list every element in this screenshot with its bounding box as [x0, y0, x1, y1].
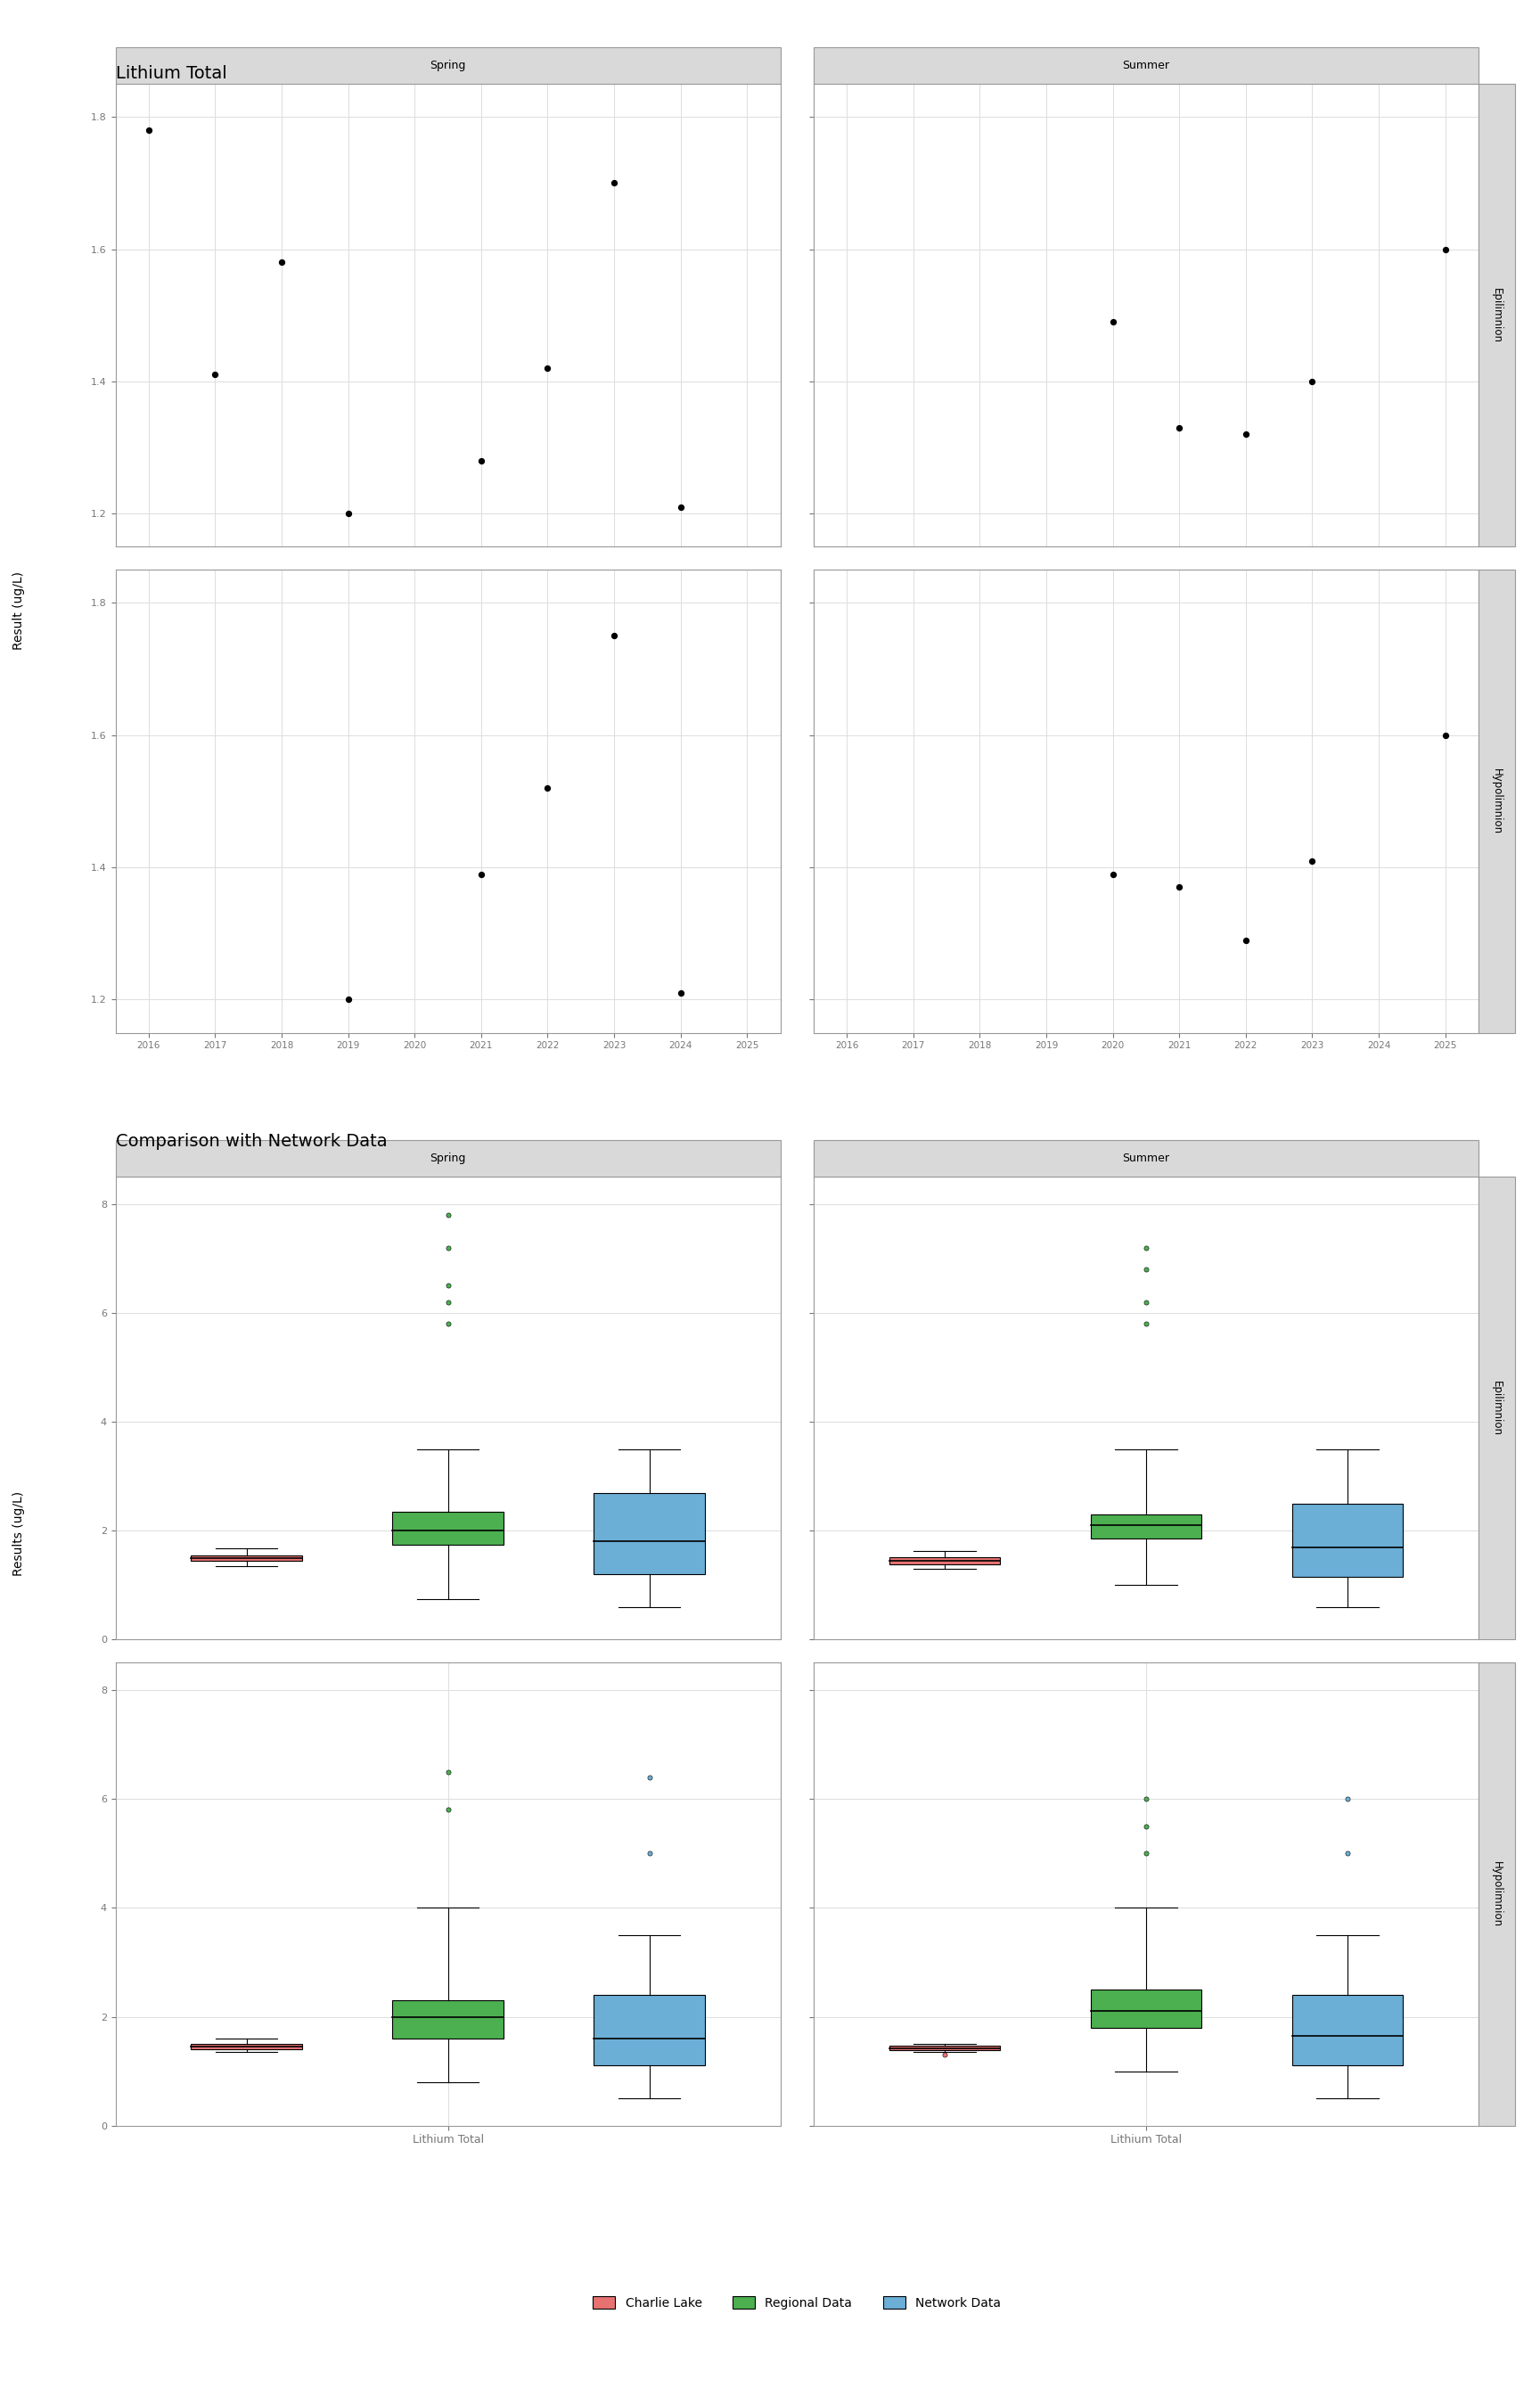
Point: [1133, 1229, 1158, 1267]
Bar: [191, 2044, 302, 2049]
Point: [270, 244, 294, 283]
Point: [1167, 410, 1192, 448]
Point: [1133, 1306, 1158, 1344]
Bar: [594, 1996, 705, 2065]
Bar: [1292, 1505, 1403, 1577]
Bar: [191, 1555, 302, 1560]
Point: [1101, 855, 1126, 894]
Text: Epilimnion: Epilimnion: [1491, 288, 1503, 343]
Text: Summer: Summer: [1123, 60, 1169, 72]
FancyBboxPatch shape: [813, 48, 1478, 84]
Point: [1133, 1835, 1158, 1874]
Bar: [393, 2001, 504, 2039]
Point: [468, 855, 493, 894]
Text: Comparison with Network Data: Comparison with Network Data: [116, 1133, 387, 1150]
Point: [468, 441, 493, 479]
Point: [638, 1759, 662, 1797]
Point: [536, 769, 561, 807]
Point: [336, 980, 360, 1018]
FancyBboxPatch shape: [1478, 570, 1515, 1033]
FancyBboxPatch shape: [813, 1140, 1478, 1176]
Point: [1234, 415, 1258, 453]
Legend: Charlie Lake, Regional Data, Network Data: Charlie Lake, Regional Data, Network Dat…: [588, 2291, 1006, 2315]
Point: [1300, 362, 1324, 400]
Text: Hypolimnion: Hypolimnion: [1491, 769, 1503, 834]
Text: Hypolimnion: Hypolimnion: [1491, 1862, 1503, 1926]
Point: [536, 350, 561, 388]
Point: [602, 163, 627, 201]
Point: [1101, 302, 1126, 340]
FancyBboxPatch shape: [1478, 1176, 1515, 1639]
Point: [1133, 1251, 1158, 1289]
Text: Result (ug/L): Result (ug/L): [12, 573, 25, 649]
Bar: [1292, 1996, 1403, 2065]
Text: Spring: Spring: [430, 60, 467, 72]
Point: [436, 1267, 460, 1306]
Point: [668, 973, 693, 1011]
Text: Epilimnion: Epilimnion: [1491, 1380, 1503, 1435]
Point: [336, 494, 360, 532]
Point: [436, 1229, 460, 1267]
Point: [1133, 1780, 1158, 1819]
Point: [436, 1790, 460, 1828]
Point: [602, 616, 627, 654]
FancyBboxPatch shape: [116, 48, 781, 84]
Bar: [1090, 1514, 1201, 1538]
Point: [1300, 841, 1324, 879]
Text: Spring: Spring: [430, 1152, 467, 1164]
FancyBboxPatch shape: [116, 1140, 781, 1176]
Text: Results (ug/L): Results (ug/L): [12, 1490, 25, 1577]
Point: [1133, 1282, 1158, 1320]
Point: [1432, 230, 1457, 268]
Point: [436, 1196, 460, 1234]
Point: [1133, 1807, 1158, 1845]
Point: [932, 2037, 956, 2075]
Point: [203, 355, 228, 393]
Point: [638, 1835, 662, 1874]
Point: [436, 1306, 460, 1344]
Bar: [889, 2046, 999, 2051]
Point: [436, 1282, 460, 1320]
Point: [137, 110, 162, 149]
Point: [668, 489, 693, 527]
FancyBboxPatch shape: [1478, 84, 1515, 546]
FancyBboxPatch shape: [1478, 1663, 1515, 2125]
Point: [1432, 716, 1457, 755]
Text: Summer: Summer: [1123, 1152, 1169, 1164]
Bar: [393, 1512, 504, 1545]
Bar: [889, 1557, 999, 1565]
Point: [1335, 1780, 1360, 1819]
Text: Lithium Total: Lithium Total: [116, 65, 226, 81]
Point: [1234, 920, 1258, 958]
Bar: [594, 1493, 705, 1574]
Bar: [1090, 1989, 1201, 2027]
Point: [436, 1751, 460, 1790]
Point: [1167, 867, 1192, 906]
Point: [1335, 1835, 1360, 1874]
